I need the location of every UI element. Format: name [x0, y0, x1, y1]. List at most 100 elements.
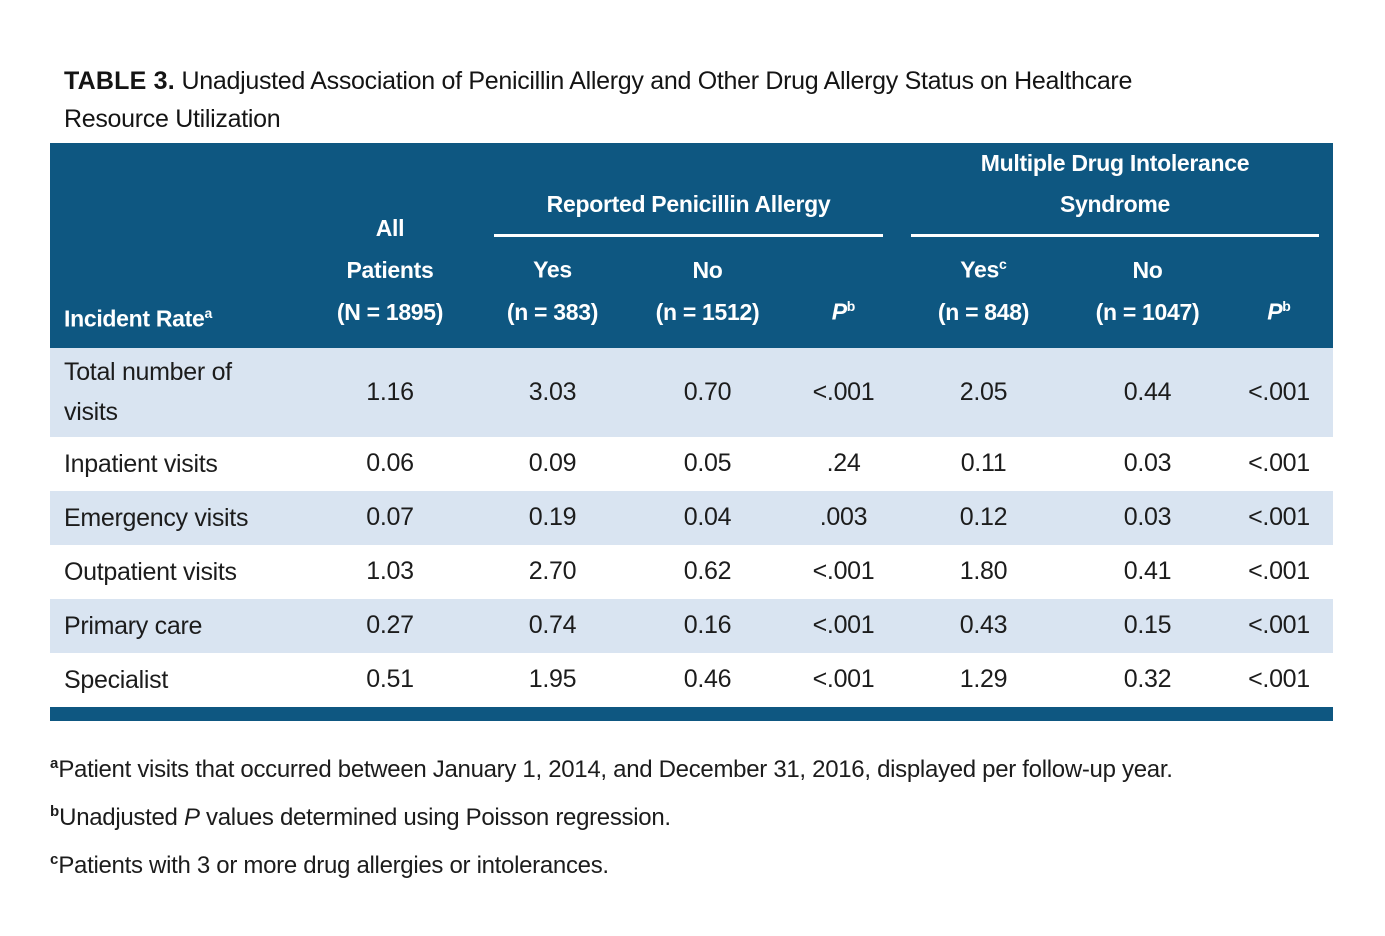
cell-penicillin-no: 0.46	[625, 652, 790, 707]
penicillin-no-label: No	[692, 256, 723, 283]
mdis-p-sup: b	[1282, 298, 1291, 314]
cell-all-patients: 1.03	[300, 544, 480, 599]
column-header-all-patients: All Patients (N = 1895)	[300, 143, 480, 348]
cell-penicillin-yes: 1.95	[480, 652, 625, 707]
penicillin-p-label: P	[831, 298, 847, 325]
cell-mdis-p: <.001	[1225, 347, 1334, 437]
cell-mdis-no: 0.03	[1070, 436, 1226, 491]
row-label: Primary care	[50, 598, 300, 653]
all-patients-line1: All	[375, 214, 405, 241]
cell-all-patients: 0.07	[300, 490, 480, 545]
cell-mdis-yes: 2.05	[897, 347, 1071, 437]
column-header-mdis-p: Pb	[1225, 237, 1334, 348]
row-label: Total number of visits	[50, 347, 300, 437]
table-row-specialist: Specialist 0.51 1.95 0.46 <.001 1.29 0.3…	[50, 652, 1334, 707]
group-header-penicillin-allergy: Reported Penicillin Allergy	[480, 143, 898, 237]
column-header-penicillin-p: Pb	[790, 237, 898, 348]
all-patients-line2: Patients	[346, 256, 434, 283]
cell-penicillin-p: <.001	[790, 598, 898, 653]
footnote-b-text: Unadjusted	[59, 803, 184, 831]
mdis-yes-label: Yes	[960, 256, 999, 283]
footnote-a-text: Patient visits that occurred between Jan…	[58, 755, 1173, 783]
column-header-mdis-no: No (n = 1047)	[1070, 237, 1226, 348]
mdis-yes-sup: c	[999, 256, 1007, 272]
cell-mdis-p: <.001	[1225, 436, 1334, 491]
cell-mdis-no: 0.32	[1070, 652, 1226, 707]
cell-penicillin-p: <.001	[790, 544, 898, 599]
mdis-no-n: (n = 1047)	[1095, 298, 1200, 325]
row-label: Outpatient visits	[50, 544, 300, 599]
incident-rate-label: Incident Rate	[64, 305, 205, 332]
row-label: Inpatient visits	[50, 436, 300, 491]
penicillin-yes-n: (n = 383)	[506, 298, 599, 325]
penicillin-yes-label: Yes	[533, 256, 572, 283]
footnote-b-italic: P	[183, 803, 200, 831]
cell-mdis-p: <.001	[1225, 598, 1334, 653]
cell-penicillin-yes: 0.09	[480, 436, 625, 491]
cell-penicillin-yes: 0.74	[480, 598, 625, 653]
cell-mdis-yes: 1.29	[897, 652, 1071, 707]
cell-mdis-p: <.001	[1225, 490, 1334, 545]
incident-rate-sup: a	[204, 305, 213, 321]
cell-penicillin-p: <.001	[790, 347, 898, 437]
table-title: TABLE 3. Unadjusted Association of Penic…	[64, 62, 1224, 138]
cell-all-patients: 0.06	[300, 436, 480, 491]
column-header-incident-rate: Incident Ratea	[50, 143, 300, 348]
table-title-number: TABLE 3.	[64, 67, 175, 95]
footnote-b-marker: b	[50, 802, 60, 820]
table-row-inpatient-visits: Inpatient visits 0.06 0.09 0.05 .24 0.11…	[50, 436, 1334, 491]
cell-penicillin-no: 0.16	[625, 598, 790, 653]
cell-mdis-yes: 0.43	[897, 598, 1071, 653]
cell-all-patients: 1.16	[300, 347, 480, 437]
group-penicillin-line1: Reported Penicillin Allergy	[546, 191, 831, 217]
cell-all-patients: 0.51	[300, 652, 480, 707]
cell-all-patients: 0.27	[300, 598, 480, 653]
group-mdis-line2: Syndrome	[1059, 191, 1171, 217]
group-mdis-line1: Multiple Drug Intolerance	[980, 150, 1250, 176]
group-header-mdis: Multiple Drug Intolerance Syndrome	[897, 143, 1334, 237]
cell-mdis-p: <.001	[1225, 652, 1334, 707]
mdis-yes-n: (n = 848)	[937, 298, 1030, 325]
cell-mdis-no: 0.41	[1070, 544, 1226, 599]
cell-mdis-no: 0.44	[1070, 347, 1226, 437]
table-row-total-visits: Total number of visits 1.16 3.03 0.70 <.…	[50, 347, 1334, 437]
table-title-text: Unadjusted Association of Penicillin All…	[64, 67, 1133, 133]
mdis-no-label: No	[1132, 256, 1163, 283]
cell-penicillin-yes: 0.19	[480, 490, 625, 545]
cell-mdis-no: 0.15	[1070, 598, 1226, 653]
footnote-c-text: Patients with 3 or more drug allergies o…	[58, 851, 609, 879]
cell-mdis-yes: 0.12	[897, 490, 1071, 545]
table-row-primary-care: Primary care 0.27 0.74 0.16 <.001 0.43 0…	[50, 598, 1334, 653]
mdis-p-label: P	[1267, 298, 1283, 325]
table-row-outpatient-visits: Outpatient visits 1.03 2.70 0.62 <.001 1…	[50, 544, 1334, 599]
incident-rate-table: Incident Ratea All Patients (N = 1895) R…	[50, 143, 1334, 707]
footnote-c: cPatients with 3 or more drug allergies …	[50, 839, 1195, 887]
cell-mdis-yes: 0.11	[897, 436, 1071, 491]
row-label: Specialist	[50, 652, 300, 707]
footnote-a-marker: a	[50, 754, 59, 772]
cell-penicillin-no: 0.70	[625, 347, 790, 437]
cell-penicillin-p: .24	[790, 436, 898, 491]
cell-mdis-p: <.001	[1225, 544, 1334, 599]
table-bottom-rule	[50, 706, 1333, 721]
penicillin-p-sup: b	[846, 298, 856, 314]
column-header-penicillin-no: No (n = 1512)	[625, 237, 790, 348]
cell-penicillin-p: .003	[790, 490, 898, 545]
cell-penicillin-no: 0.05	[625, 436, 790, 491]
cell-mdis-yes: 1.80	[897, 544, 1071, 599]
cell-penicillin-p: <.001	[790, 652, 898, 707]
cell-penicillin-yes: 2.70	[480, 544, 625, 599]
footnote-a: aPatient visits that occurred between Ja…	[50, 743, 1195, 791]
cell-mdis-no: 0.03	[1070, 490, 1226, 545]
penicillin-no-n: (n = 1512)	[655, 298, 760, 325]
footnotes: aPatient visits that occurred between Ja…	[50, 743, 1195, 887]
table-figure: TABLE 3. Unadjusted Association of Penic…	[50, 62, 1334, 887]
footnote-b-post: values determined using Poisson regressi…	[199, 803, 671, 831]
footnote-c-marker: c	[50, 850, 59, 868]
cell-penicillin-no: 0.04	[625, 490, 790, 545]
footnote-b: bUnadjusted P values determined using Po…	[50, 791, 1195, 839]
table-row-emergency-visits: Emergency visits 0.07 0.19 0.04 .003 0.1…	[50, 490, 1334, 545]
cell-penicillin-no: 0.62	[625, 544, 790, 599]
row-label: Emergency visits	[50, 490, 300, 545]
cell-penicillin-yes: 3.03	[480, 347, 625, 437]
